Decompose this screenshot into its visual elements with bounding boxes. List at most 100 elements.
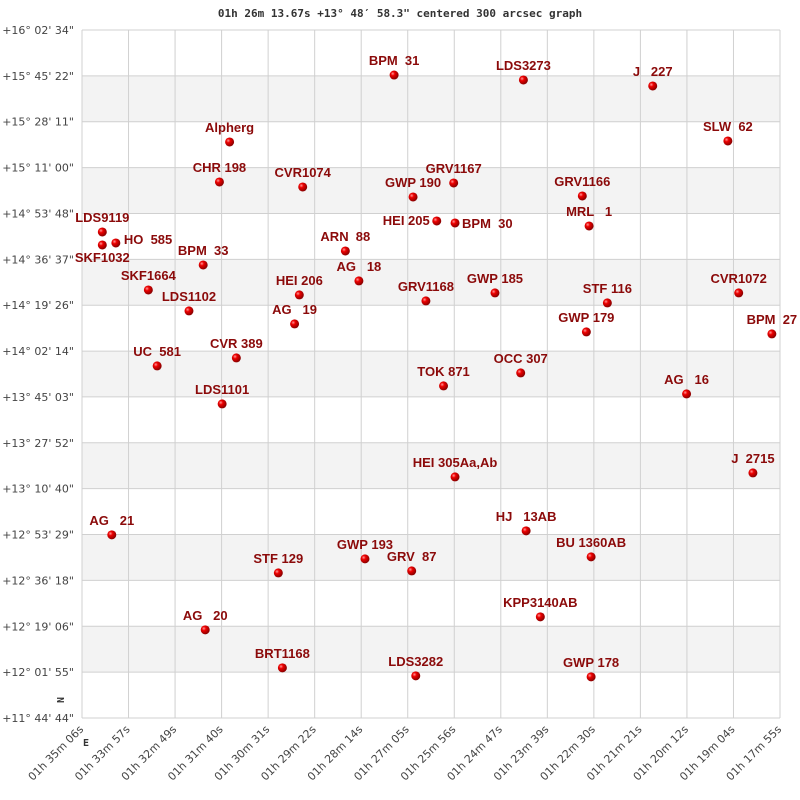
star-point[interactable]: OCC 307 bbox=[494, 351, 548, 378]
star-point[interactable]: BPM 30 bbox=[450, 216, 513, 231]
star-point[interactable]: LDS1102 bbox=[162, 289, 216, 316]
star-point[interactable]: BPM 33 bbox=[178, 243, 229, 270]
star-marker[interactable] bbox=[748, 468, 758, 478]
star-marker[interactable] bbox=[535, 612, 545, 622]
star-marker[interactable] bbox=[277, 663, 287, 673]
star-point[interactable]: HJ 13AB bbox=[496, 509, 557, 536]
star-point[interactable]: AG 19 bbox=[272, 302, 317, 329]
star-point[interactable]: GRV1168 bbox=[398, 279, 454, 306]
star-marker[interactable] bbox=[577, 191, 587, 201]
star-marker[interactable] bbox=[143, 285, 153, 295]
star-point[interactable]: GRV1166 bbox=[554, 174, 610, 201]
star-point[interactable]: GWP 179 bbox=[558, 310, 614, 337]
star-point[interactable]: KPP3140AB bbox=[503, 595, 578, 622]
star-point[interactable]: HEI 206 bbox=[276, 273, 323, 300]
star-marker[interactable] bbox=[602, 298, 612, 308]
star-point[interactable]: BPM 27 bbox=[747, 312, 798, 339]
star-marker[interactable] bbox=[411, 671, 421, 681]
star-marker[interactable] bbox=[518, 75, 528, 85]
star-point[interactable]: J 2715 bbox=[731, 451, 775, 478]
star-point[interactable]: GWP 185 bbox=[467, 271, 523, 298]
star-point[interactable]: MRL 1 bbox=[566, 204, 612, 231]
star-marker[interactable] bbox=[648, 81, 658, 91]
star-label: LDS3282 bbox=[388, 654, 443, 669]
star-point[interactable]: BU 1360AB bbox=[556, 535, 626, 562]
star-marker[interactable] bbox=[231, 353, 241, 363]
star-point[interactable]: GWP 193 bbox=[337, 537, 393, 564]
star-marker[interactable] bbox=[217, 399, 227, 409]
star-marker[interactable] bbox=[294, 290, 304, 300]
star-point[interactable]: CVR 389 bbox=[210, 336, 263, 363]
star-point[interactable]: STF 129 bbox=[253, 551, 303, 578]
star-marker[interactable] bbox=[97, 240, 107, 250]
star-point[interactable]: LDS3273 bbox=[496, 58, 551, 85]
star-marker[interactable] bbox=[200, 625, 210, 635]
star-marker[interactable] bbox=[111, 238, 121, 248]
star-point[interactable]: SLW 62 bbox=[703, 119, 753, 146]
star-marker[interactable] bbox=[354, 276, 364, 286]
star-marker[interactable] bbox=[767, 329, 777, 339]
star-point[interactable]: GWP 190 bbox=[385, 175, 441, 202]
star-point[interactable]: SKF1032 bbox=[75, 240, 130, 265]
star-point[interactable]: AG 18 bbox=[336, 259, 381, 286]
star-point[interactable]: LDS3282 bbox=[388, 654, 443, 681]
star-marker[interactable] bbox=[198, 260, 208, 270]
star-point[interactable]: GWP 178 bbox=[563, 655, 619, 682]
star-marker[interactable] bbox=[340, 246, 350, 256]
star-label: HO 585 bbox=[124, 232, 172, 247]
star-marker[interactable] bbox=[723, 136, 733, 146]
star-point[interactable]: UC 581 bbox=[133, 344, 181, 371]
star-point[interactable]: Alpherg bbox=[205, 120, 254, 147]
star-marker[interactable] bbox=[225, 137, 235, 147]
star-marker[interactable] bbox=[521, 526, 531, 536]
star-marker[interactable] bbox=[586, 672, 596, 682]
star-point[interactable]: TOK 871 bbox=[417, 364, 470, 391]
star-point[interactable]: AG 16 bbox=[664, 372, 709, 399]
star-marker[interactable] bbox=[439, 381, 449, 391]
star-marker[interactable] bbox=[290, 319, 300, 329]
star-point[interactable]: J 227 bbox=[633, 64, 673, 91]
star-point[interactable]: SKF1664 bbox=[121, 268, 177, 295]
star-marker[interactable] bbox=[450, 218, 460, 228]
star-point[interactable]: AG 20 bbox=[183, 608, 228, 635]
star-marker[interactable] bbox=[408, 192, 418, 202]
star-point[interactable]: HEI 205 bbox=[383, 213, 442, 228]
star-marker[interactable] bbox=[97, 227, 107, 237]
star-marker[interactable] bbox=[682, 389, 692, 399]
star-marker[interactable] bbox=[516, 368, 526, 378]
star-point[interactable]: BPM 31 bbox=[369, 53, 420, 80]
star-marker[interactable] bbox=[152, 361, 162, 371]
star-point[interactable]: CVR1072 bbox=[711, 271, 767, 298]
star-point[interactable]: CHR 198 bbox=[193, 160, 246, 187]
star-marker[interactable] bbox=[273, 568, 283, 578]
star-point[interactable]: ARN 88 bbox=[320, 229, 370, 256]
star-point[interactable]: HEI 305Aa,Ab bbox=[413, 455, 498, 482]
star-marker[interactable] bbox=[586, 552, 596, 562]
star-point[interactable]: STF 116 bbox=[583, 281, 632, 308]
star-marker[interactable] bbox=[584, 221, 594, 231]
star-marker[interactable] bbox=[450, 472, 460, 482]
star-marker[interactable] bbox=[734, 288, 744, 298]
star-point[interactable]: AG 21 bbox=[89, 513, 134, 540]
star-marker[interactable] bbox=[107, 530, 117, 540]
star-point[interactable]: CVR1074 bbox=[275, 165, 332, 192]
star-point[interactable]: GRV1167 bbox=[426, 161, 482, 188]
star-marker[interactable] bbox=[449, 178, 459, 188]
star-label: CVR 389 bbox=[210, 336, 263, 351]
star-point[interactable]: GRV 87 bbox=[387, 549, 437, 576]
star-marker[interactable] bbox=[407, 566, 417, 576]
star-marker[interactable] bbox=[389, 70, 399, 80]
star-marker[interactable] bbox=[184, 306, 194, 316]
star-point[interactable]: HO 585 bbox=[111, 232, 172, 248]
star-point[interactable]: BRT1168 bbox=[255, 646, 310, 673]
star-point[interactable]: LDS9119 bbox=[75, 210, 129, 237]
star-marker[interactable] bbox=[298, 182, 308, 192]
star-marker[interactable] bbox=[360, 554, 370, 564]
star-marker[interactable] bbox=[432, 216, 442, 226]
star-marker[interactable] bbox=[490, 288, 500, 298]
star-point[interactable]: LDS1101 bbox=[195, 382, 249, 409]
star-marker[interactable] bbox=[214, 177, 224, 187]
star-marker[interactable] bbox=[421, 296, 431, 306]
star-label: BPM 27 bbox=[747, 312, 798, 327]
star-marker[interactable] bbox=[581, 327, 591, 337]
